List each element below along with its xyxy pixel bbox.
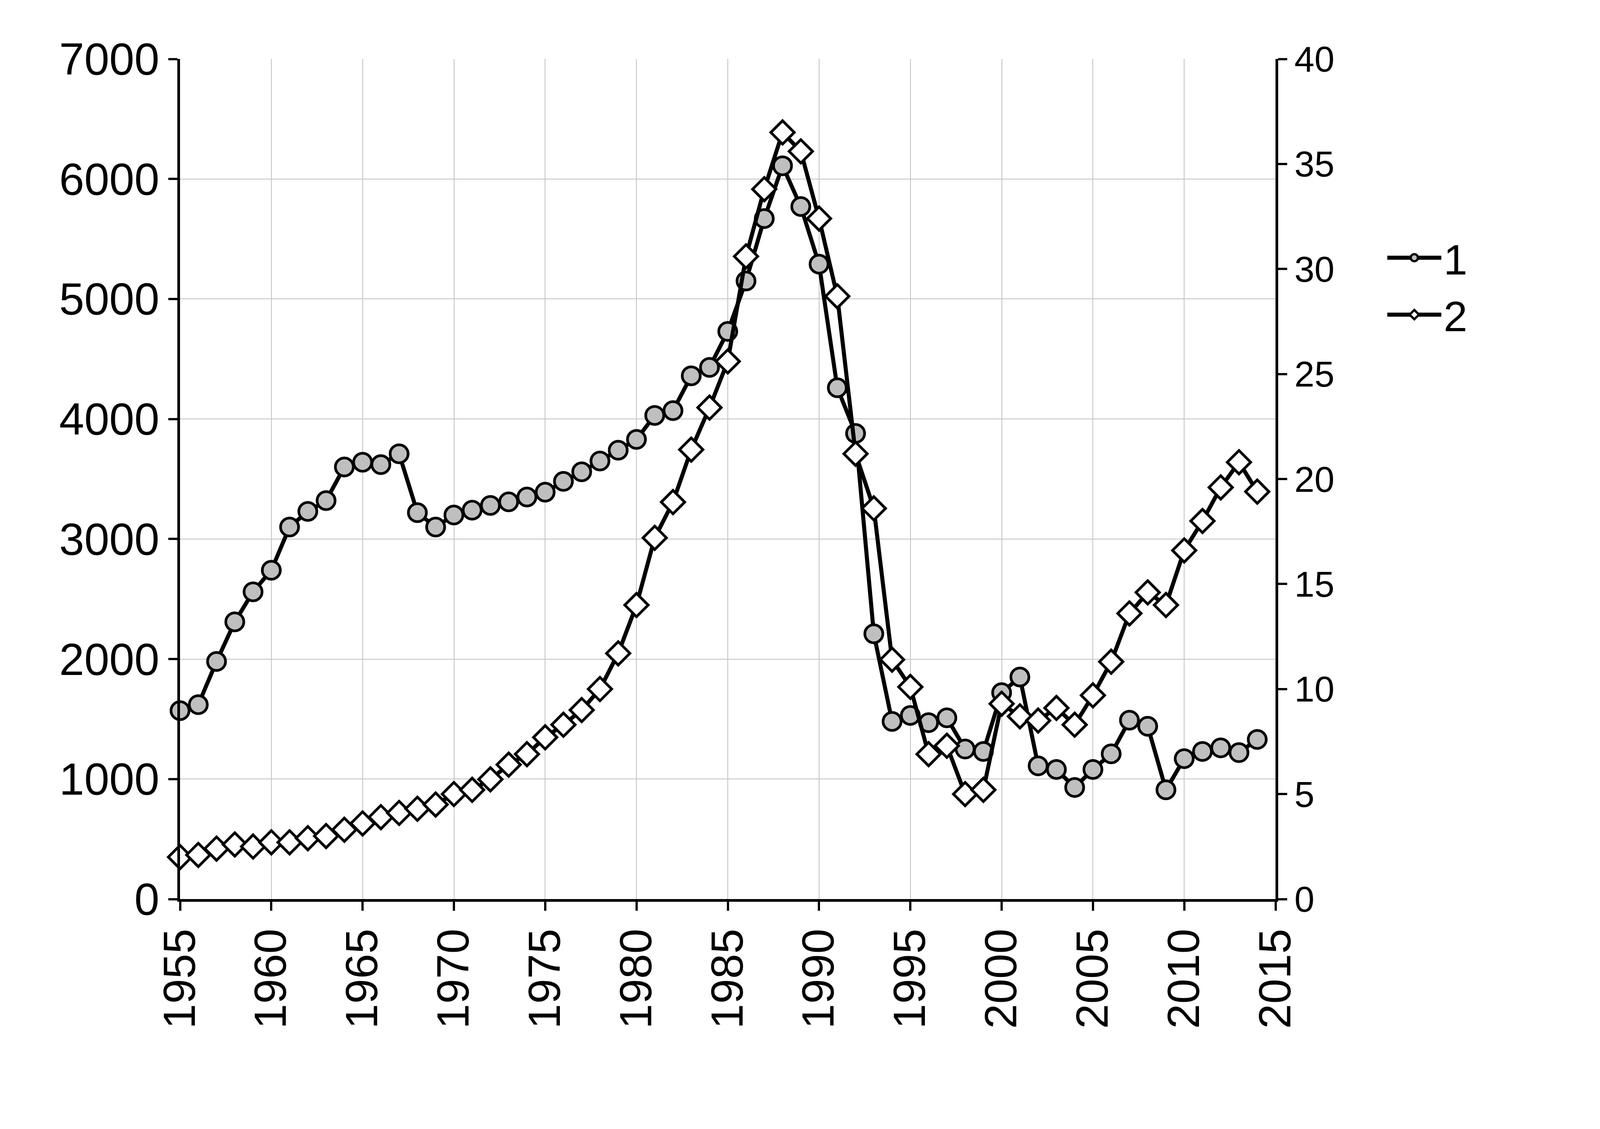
svg-text:7000: 7000 bbox=[59, 33, 160, 85]
svg-text:2005: 2005 bbox=[1066, 928, 1118, 1029]
svg-text:25: 25 bbox=[1294, 354, 1335, 395]
svg-text:20: 20 bbox=[1294, 459, 1335, 500]
svg-text:2015: 2015 bbox=[1249, 928, 1300, 1029]
svg-text:3000: 3000 bbox=[59, 513, 160, 565]
svg-text:15: 15 bbox=[1294, 564, 1335, 605]
svg-text:2000: 2000 bbox=[59, 634, 160, 685]
svg-text:1985: 1985 bbox=[701, 928, 753, 1029]
svg-text:0: 0 bbox=[1294, 879, 1315, 920]
svg-text:2000: 2000 bbox=[975, 928, 1026, 1029]
svg-text:1000: 1000 bbox=[59, 753, 160, 805]
svg-text:5: 5 bbox=[1294, 774, 1315, 815]
svg-text:1955: 1955 bbox=[153, 928, 205, 1029]
svg-text:2010: 2010 bbox=[1158, 928, 1209, 1029]
svg-text:10: 10 bbox=[1294, 669, 1335, 710]
svg-text:1: 1 bbox=[1443, 235, 1468, 284]
svg-text:6000: 6000 bbox=[59, 153, 160, 205]
svg-text:2: 2 bbox=[1443, 292, 1468, 341]
svg-text:1975: 1975 bbox=[518, 928, 570, 1029]
svg-text:0: 0 bbox=[134, 874, 160, 925]
svg-text:35: 35 bbox=[1294, 144, 1335, 185]
svg-text:5000: 5000 bbox=[59, 273, 160, 325]
svg-text:4000: 4000 bbox=[59, 393, 160, 445]
svg-text:1995: 1995 bbox=[883, 928, 935, 1029]
svg-text:1990: 1990 bbox=[792, 928, 843, 1029]
svg-text:1965: 1965 bbox=[336, 928, 387, 1029]
svg-text:40: 40 bbox=[1294, 39, 1335, 80]
svg-text:1960: 1960 bbox=[244, 928, 296, 1029]
svg-text:1980: 1980 bbox=[610, 928, 661, 1029]
svg-text:30: 30 bbox=[1294, 249, 1335, 290]
svg-text:1970: 1970 bbox=[427, 928, 478, 1029]
